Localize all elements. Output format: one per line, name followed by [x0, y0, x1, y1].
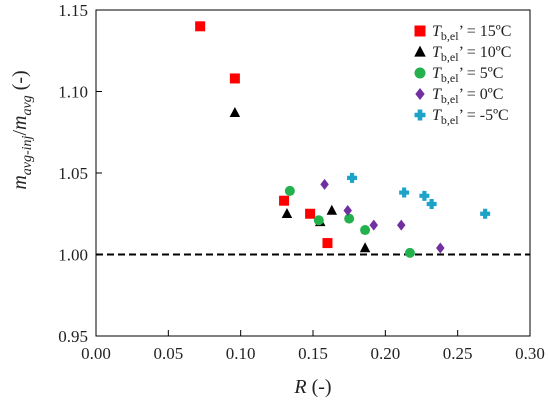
- data-point: [426, 198, 437, 209]
- data-points: [195, 21, 491, 258]
- data-point: [305, 208, 316, 219]
- data-point: [360, 225, 371, 236]
- data-point: [369, 219, 379, 231]
- y-tick-label: 1.15: [58, 1, 88, 20]
- data-point: [480, 208, 491, 219]
- data-point: [195, 21, 206, 32]
- legend-label: Tb,el’ = 5ºC: [432, 65, 503, 85]
- data-point: [326, 204, 338, 215]
- y-tick-label: 0.95: [58, 327, 88, 346]
- legend-label: Tb,el’ = 0ºC: [432, 86, 503, 106]
- x-axis-title: R (-): [293, 376, 331, 398]
- x-tick-label: 0.20: [370, 344, 400, 363]
- y-tick-label: 1.10: [58, 83, 88, 102]
- data-point: [284, 185, 295, 196]
- data-point: [396, 219, 406, 231]
- x-tick-label: 0.15: [298, 344, 328, 363]
- y-axis-title: mavg-inj/mavg (-): [9, 70, 35, 189]
- data-point: [322, 238, 333, 249]
- legend-marker: [414, 25, 426, 37]
- data-point: [344, 213, 355, 224]
- legend-label: Tb,el’ = 15ºC: [432, 23, 511, 43]
- legend-marker: [415, 87, 425, 101]
- data-point: [281, 208, 293, 218]
- x-axis: 0.00 0.05 0.10 0.15 0.20 0.25 0.30: [81, 330, 545, 363]
- y-tick-label: 1.05: [58, 164, 88, 183]
- y-axis: 0.95 1.00 1.05 1.10 1.15: [58, 1, 102, 346]
- data-point: [229, 73, 240, 84]
- data-point: [347, 172, 358, 183]
- data-point: [399, 187, 410, 198]
- legend-marker: [414, 45, 426, 57]
- data-point: [279, 195, 290, 206]
- x-tick-label: 0.30: [515, 344, 545, 363]
- data-point: [320, 178, 329, 190]
- y-tick-label: 1.00: [58, 246, 88, 265]
- data-point: [419, 190, 430, 201]
- x-tick-label: 0.25: [443, 344, 473, 363]
- data-point: [359, 242, 371, 253]
- x-tick-label: 0.00: [81, 344, 111, 363]
- legend-label: Tb,el’ = -5ºC: [432, 107, 509, 127]
- x-tick-label: 0.10: [226, 344, 256, 363]
- legend-marker: [414, 67, 426, 79]
- legend-marker: [414, 109, 426, 121]
- legend-label: Tb,el’ = 10ºC: [432, 44, 511, 64]
- data-point: [343, 204, 352, 216]
- data-point: [436, 242, 445, 254]
- data-point: [313, 215, 324, 226]
- x-tick-label: 0.05: [153, 344, 183, 363]
- data-point: [229, 106, 241, 117]
- data-point: [404, 247, 415, 258]
